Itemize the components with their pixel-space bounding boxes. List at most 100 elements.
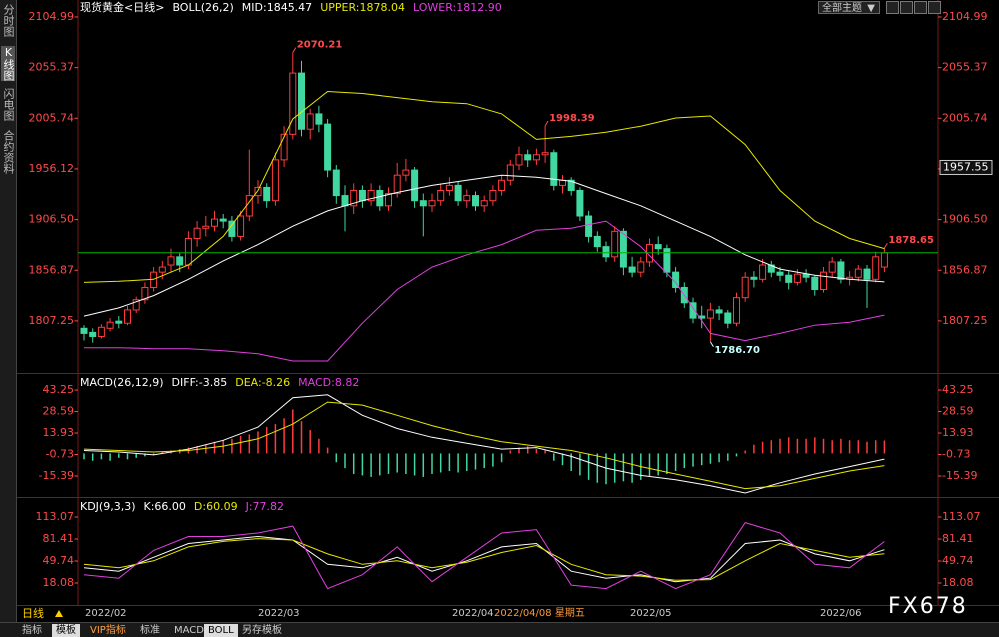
indicator-line: [83, 535, 885, 583]
y-tick-label: 1856.87: [942, 263, 988, 276]
sidebar-tab[interactable]: 闪电图: [2, 88, 15, 121]
indicator-line: [83, 522, 885, 590]
y-tick-label: 49.74: [43, 554, 75, 567]
candle-body: [411, 169, 419, 202]
period-label[interactable]: 日线: [22, 606, 44, 620]
candle-body: [811, 276, 819, 291]
sidebar: 分时图 K线图 闪电图 合约资料: [0, 0, 17, 622]
annotation-leader: [883, 242, 888, 249]
candle-body: [828, 261, 836, 273]
y-tick-label: 1807.25: [29, 314, 75, 327]
sidebar-tab[interactable]: 合约资料: [2, 130, 15, 174]
indicator-line: [83, 401, 885, 490]
candle-body: [228, 220, 236, 237]
y-tick-label: 43.25: [43, 383, 75, 396]
bottom-tab[interactable]: 指标: [22, 625, 42, 636]
y-tick-label: 13.93: [942, 426, 974, 439]
icon-button[interactable]: [886, 1, 899, 14]
watermark: FX678: [888, 594, 968, 619]
indicator-line: [83, 394, 885, 494]
candle-body: [367, 189, 375, 202]
annotation: 1998.39: [549, 113, 595, 124]
theme-select[interactable]: 全部主题 ▼: [818, 1, 880, 14]
legend-text: J:77.82: [245, 500, 284, 513]
candle-body: [567, 179, 575, 191]
candle-body: [280, 133, 288, 161]
candle-body: [611, 230, 619, 258]
candle-body: [219, 218, 227, 222]
candle-body: [837, 261, 845, 280]
bottom-tab[interactable]: BOLL: [204, 624, 238, 637]
candle-body: [515, 154, 523, 166]
cursor-date: 2022/04/08 星期五: [494, 607, 585, 619]
y-tick-label: -0.73: [46, 448, 74, 461]
legend-text: MACD(26,12,9): [80, 376, 164, 389]
icon-button[interactable]: [900, 1, 913, 14]
candle-body: [385, 193, 392, 207]
candle-body: [289, 72, 297, 135]
candle-body: [524, 154, 532, 161]
candle-body: [585, 215, 593, 237]
candle-body: [350, 189, 358, 207]
cursor-price: 1957.55: [943, 160, 989, 173]
candle-body: [724, 312, 732, 324]
annotation: 1786.70: [714, 345, 760, 356]
theme-select-text: 全部主题: [822, 3, 862, 14]
candle-body: [663, 248, 671, 273]
annotation-leader: [292, 47, 297, 53]
y-tick-label: 81.41: [43, 532, 75, 545]
candle-body: [863, 268, 871, 280]
candle-body: [637, 261, 645, 273]
background: [0, 0, 999, 622]
legend-text: K:66.00: [144, 500, 186, 513]
y-tick-label: 2005.74: [942, 111, 988, 124]
x-tick-label: 2022/04: [452, 608, 494, 619]
icon-button[interactable]: [914, 1, 927, 14]
candle-body: [306, 113, 314, 130]
y-tick-label: 43.25: [942, 383, 974, 396]
bottom-tab[interactable]: 另存模板: [242, 625, 282, 636]
candle-body: [498, 179, 506, 191]
candle-body: [654, 244, 662, 250]
y-tick-label: 2005.74: [29, 111, 75, 124]
candle-body: [454, 184, 462, 202]
legend-text: MACD:8.82: [298, 376, 359, 389]
candle-body: [872, 256, 880, 280]
sidebar-tab[interactable]: 分时图: [2, 4, 15, 37]
candle-body: [419, 200, 427, 207]
candle-body: [89, 331, 97, 337]
bottom-tab[interactable]: VIP指标: [90, 625, 126, 636]
y-tick-label: -15.39: [942, 469, 977, 482]
candle-body: [193, 227, 201, 239]
y-tick-label: 1856.87: [29, 263, 75, 276]
y-tick-label: 81.41: [942, 532, 974, 545]
candle-body: [628, 266, 636, 273]
dropdown-arrow: ▼: [867, 3, 875, 14]
candle-body: [602, 246, 610, 258]
y-tick-label: 13.93: [43, 426, 75, 439]
bottom-tab[interactable]: 标准: [140, 625, 160, 636]
period-arrow[interactable]: [55, 610, 63, 617]
y-tick-label: 113.07: [36, 510, 75, 523]
candle-body: [184, 237, 192, 266]
y-tick-label: 28.59: [43, 405, 75, 418]
x-tick-label: 2022/06: [820, 608, 862, 619]
bottom-tab[interactable]: 模板: [52, 624, 80, 637]
candle-body: [759, 264, 767, 280]
candle-body: [97, 326, 105, 337]
indicator-line: [83, 174, 885, 317]
candle-body: [376, 189, 384, 207]
candle-body: [263, 186, 271, 202]
candle-body: [541, 152, 549, 156]
candle-body: [733, 297, 740, 324]
legend-text: LOWER:1812.90: [413, 1, 502, 14]
bottom-tab[interactable]: MACD: [174, 625, 204, 636]
y-tick-label: 2055.37: [29, 61, 75, 74]
icon-button[interactable]: [928, 1, 941, 14]
sidebar-tab[interactable]: K线图: [1, 46, 15, 81]
candle-body: [237, 215, 245, 237]
annotation-leader: [544, 120, 549, 127]
legend-text: KDJ(9,3,3): [80, 500, 136, 513]
candle-body: [489, 189, 497, 202]
indicator-line: [84, 220, 885, 362]
